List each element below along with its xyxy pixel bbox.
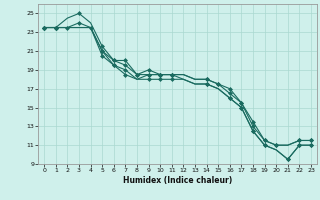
X-axis label: Humidex (Indice chaleur): Humidex (Indice chaleur): [123, 176, 232, 185]
